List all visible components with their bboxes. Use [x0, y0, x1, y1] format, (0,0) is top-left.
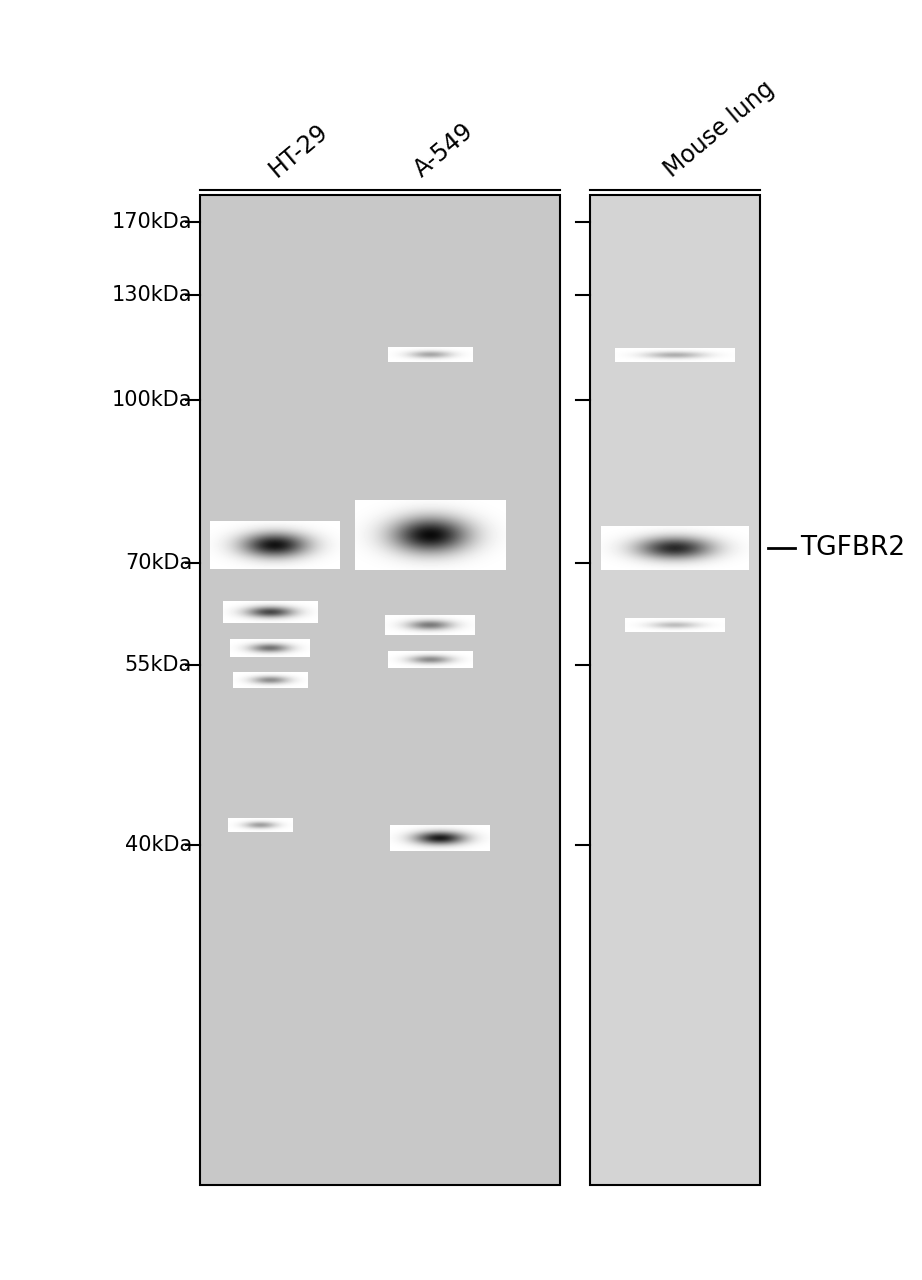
Text: 100kDa: 100kDa: [112, 390, 192, 410]
Text: A-549: A-549: [409, 119, 479, 182]
Bar: [200, 195, 560, 1185]
Text: TGFBR2: TGFBR2: [800, 535, 905, 561]
Text: 40kDa: 40kDa: [124, 835, 192, 855]
Text: 70kDa: 70kDa: [124, 553, 192, 573]
Text: 130kDa: 130kDa: [112, 285, 192, 305]
Text: Mouse lung: Mouse lung: [659, 77, 779, 182]
Text: 55kDa: 55kDa: [124, 655, 192, 675]
Text: HT-29: HT-29: [265, 119, 333, 182]
Text: 170kDa: 170kDa: [112, 212, 192, 232]
Bar: [590, 195, 760, 1185]
